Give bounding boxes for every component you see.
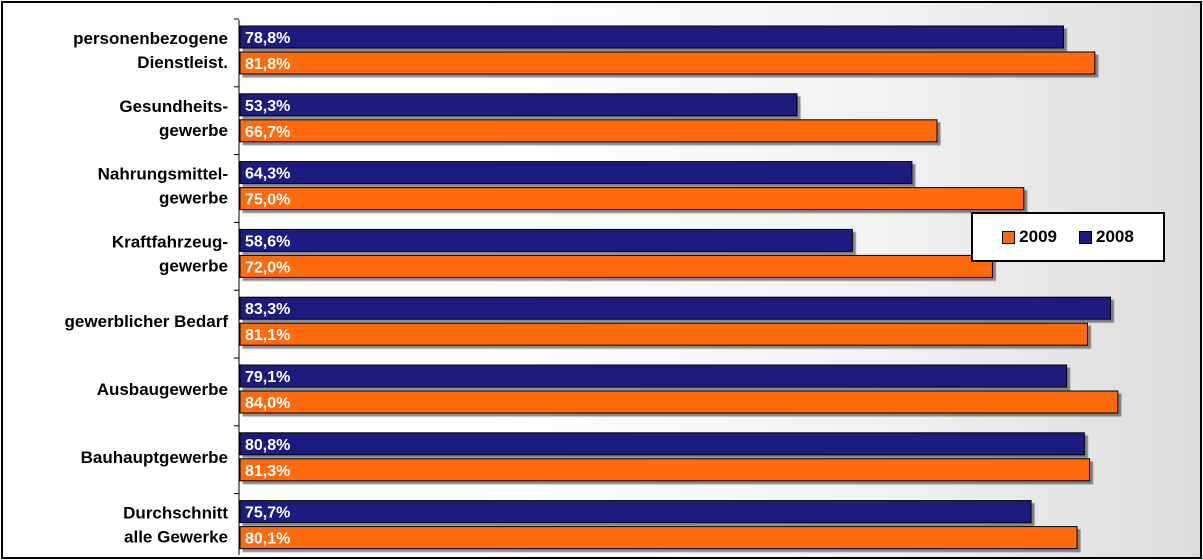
category-label-ausbaugewerbe: Ausbaugewerbe	[97, 380, 228, 399]
bar-2009-personenbezogene-dienstleist	[239, 51, 1096, 75]
category-label-line: Ausbaugewerbe	[97, 380, 228, 399]
category-label-line: gewerbe	[159, 121, 228, 140]
value-label-2009-gewerblicher-bedarf: 81,1%	[245, 327, 290, 344]
bar-2008-durchschnitt-alle-gewerke	[239, 500, 1032, 524]
category-label-line: gewerbe	[159, 256, 228, 275]
value-label-2009-personenbezogene-dienstleist: 81,8%	[245, 56, 290, 73]
bar-2009-gewerblicher-bedarf	[239, 322, 1088, 346]
category-label-gewerblicher-bedarf: gewerblicher Bedarf	[65, 312, 229, 331]
category-label-line: Bauhauptgewerbe	[81, 448, 228, 467]
category-label-line: alle Gewerke	[124, 528, 228, 547]
bar-2009-bauhauptgewerbe	[239, 458, 1091, 482]
value-label-2008-kraftfahrzeug-gewerbe: 58,6%	[245, 233, 290, 250]
value-label-2009-durchschnitt-alle-gewerke: 80,1%	[245, 531, 290, 548]
value-label-2008-bauhauptgewerbe: 80,8%	[245, 437, 290, 454]
chart-legend: 2009 2008	[971, 212, 1165, 262]
value-label-2009-kraftfahrzeug-gewerbe: 72,0%	[245, 259, 290, 276]
category-label-line: gewerbe	[159, 189, 228, 208]
category-label-line: Kraftfahrzeug-	[112, 232, 228, 251]
legend-label-2009: 2009	[1019, 227, 1057, 246]
value-label-2008-ausbaugewerbe: 79,1%	[245, 369, 290, 386]
category-label-line: Gesundheits-	[119, 97, 228, 116]
bar-2008-bauhauptgewerbe	[239, 432, 1085, 456]
category-label-line: Nahrungsmittel-	[98, 165, 228, 184]
category-label-kraftfahrzeug-gewerbe: Kraftfahrzeug-gewerbe	[112, 232, 228, 275]
value-label-2009-nahrungsmittel-gewerbe: 75,0%	[245, 192, 290, 209]
bar-2008-nahrungsmittel-gewerbe	[239, 161, 913, 185]
bar-2008-personenbezogene-dienstleist	[239, 25, 1064, 49]
value-label-2008-durchschnitt-alle-gewerke: 75,7%	[245, 505, 290, 522]
bar-2009-ausbaugewerbe	[239, 390, 1119, 414]
bar-2008-gesundheits-gewerbe	[239, 93, 798, 117]
category-label-line: Dienstleist.	[137, 53, 228, 72]
bar-2009-durchschnitt-alle-gewerke	[239, 526, 1078, 550]
value-label-2009-ausbaugewerbe: 84,0%	[245, 395, 290, 412]
legend-item-2008: 2008	[1079, 227, 1134, 247]
bar-2008-ausbaugewerbe	[239, 364, 1068, 388]
category-label-gesundheits-gewerbe: Gesundheits-gewerbe	[119, 97, 228, 140]
value-label-2009-bauhauptgewerbe: 81,3%	[245, 463, 290, 480]
category-label-bauhauptgewerbe: Bauhauptgewerbe	[81, 448, 228, 467]
legend-swatch-2008	[1079, 230, 1092, 244]
category-label-durchschnitt-alle-gewerke: Durchschnitt alle Gewerke	[123, 504, 228, 547]
value-label-2008-gewerblicher-bedarf: 83,3%	[245, 301, 290, 318]
value-label-2008-nahrungsmittel-gewerbe: 64,3%	[245, 166, 290, 183]
bar-2008-kraftfahrzeug-gewerbe	[239, 228, 853, 252]
legend-swatch-2009	[1002, 230, 1016, 244]
bar-2009-nahrungsmittel-gewerbe	[239, 187, 1025, 211]
legend-item-2009: 2009	[1002, 227, 1057, 247]
category-label-line: Durchschnitt	[123, 504, 228, 523]
value-label-2008-gesundheits-gewerbe: 53,3%	[245, 98, 290, 115]
legend-label-2008: 2008	[1096, 227, 1134, 246]
category-label-nahrungsmittel-gewerbe: Nahrungsmittel-gewerbe	[98, 165, 228, 208]
category-label-line: personenbezogene	[73, 29, 228, 48]
category-label-line: gewerblicher Bedarf	[65, 312, 229, 331]
category-label-personenbezogene-dienstleist: personenbezogene Dienstleist.	[73, 29, 228, 72]
bar-2008-gewerblicher-bedarf	[239, 296, 1111, 320]
bar-2009-kraftfahrzeug-gewerbe	[239, 254, 993, 278]
value-label-2008-personenbezogene-dienstleist: 78,8%	[245, 30, 290, 47]
value-label-2009-gesundheits-gewerbe: 66,7%	[245, 124, 290, 141]
bar-2009-gesundheits-gewerbe	[239, 119, 938, 143]
